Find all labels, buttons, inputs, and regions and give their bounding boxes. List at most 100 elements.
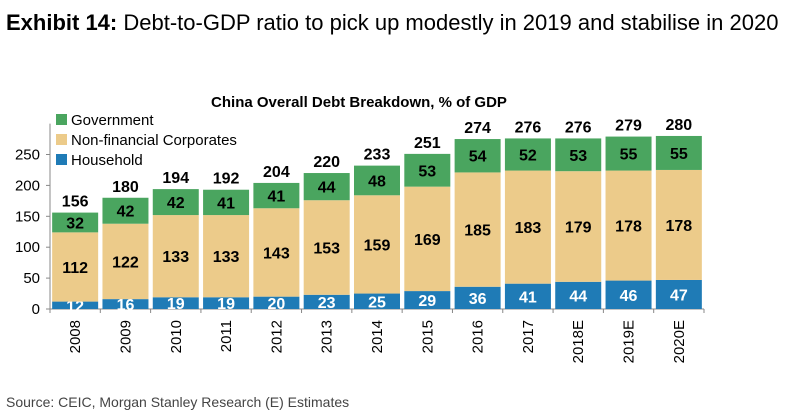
bar-segment <box>605 136 652 171</box>
data-label: 46 <box>620 288 638 305</box>
total-label: 279 <box>615 118 642 135</box>
y-tick-label: 200 <box>15 177 40 194</box>
exhibit-title: Exhibit 14: Debt-to-GDP ratio to pick up… <box>6 8 781 38</box>
data-label: 23 <box>318 295 336 312</box>
data-label: 41 <box>519 289 537 306</box>
x-tick-label: 2013 <box>319 320 336 353</box>
bar-segment <box>303 173 350 201</box>
exhibit-heading: Debt-to-GDP ratio to pick up modestly in… <box>123 10 779 35</box>
data-label: 178 <box>615 219 642 236</box>
data-label: 44 <box>318 180 336 197</box>
data-label: 183 <box>515 220 542 237</box>
data-label: 55 <box>670 146 688 163</box>
bar-segment <box>354 293 400 309</box>
data-label: 122 <box>112 254 139 271</box>
bar-segment <box>253 208 300 297</box>
bar-segment <box>253 296 300 309</box>
bar-segment <box>354 165 400 196</box>
data-label: 16 <box>117 297 135 314</box>
y-tick-label: 150 <box>15 208 40 225</box>
bar-segment <box>454 286 501 309</box>
bar-segment <box>605 280 652 309</box>
data-label: 143 <box>263 245 290 262</box>
data-label: 32 <box>66 215 84 232</box>
total-label: 233 <box>364 147 391 164</box>
data-label: 53 <box>418 163 436 180</box>
total-label: 276 <box>565 119 592 136</box>
data-label: 41 <box>217 195 235 212</box>
bar-segment <box>253 182 300 209</box>
data-label: 178 <box>665 218 692 235</box>
data-label: 153 <box>313 241 340 258</box>
x-tick-label: 2011 <box>218 320 235 352</box>
data-label: 48 <box>368 173 386 190</box>
x-tick-label: 2014 <box>369 320 386 353</box>
total-label: 274 <box>464 120 491 137</box>
bar-segment <box>52 232 99 302</box>
bar-segment <box>655 135 702 170</box>
data-label: 36 <box>469 291 487 308</box>
bar-segment <box>504 138 551 171</box>
x-tick-label: 2017 <box>520 320 537 353</box>
chart-title: China Overall Debt Breakdown, % of GDP <box>211 94 507 111</box>
x-tick-label: 2015 <box>419 320 436 353</box>
y-tick-label: 50 <box>23 270 40 287</box>
source-note: Source: CEIC, Morgan Stanley Research (E… <box>6 394 350 410</box>
total-label: 156 <box>62 194 89 211</box>
data-label: 169 <box>414 232 441 249</box>
total-label: 180 <box>112 179 139 196</box>
bar-segment <box>203 189 250 216</box>
data-label: 179 <box>565 219 592 236</box>
bar-segment <box>152 215 199 298</box>
bar-segment <box>102 223 149 300</box>
x-tick-label: 2008 <box>67 320 84 353</box>
bar-segment <box>152 189 199 216</box>
bar-segment <box>152 297 199 309</box>
data-label: 53 <box>569 148 587 165</box>
bar-segment <box>303 294 350 309</box>
legend-label: Government <box>71 112 154 129</box>
data-label: 12 <box>66 298 84 315</box>
bar-segment <box>354 195 400 294</box>
x-tick-label: 2012 <box>268 320 285 353</box>
legend-label: Household <box>71 152 143 169</box>
bar-segment <box>504 283 551 309</box>
bar-segment <box>404 291 451 309</box>
legend-swatch <box>56 134 67 145</box>
bar-segment <box>203 215 250 298</box>
data-label: 112 <box>62 260 88 277</box>
data-label: 159 <box>364 237 391 254</box>
bar-segment <box>555 171 602 282</box>
legend-label: Non-financial Corporates <box>71 132 237 149</box>
bar-segment <box>203 297 250 309</box>
total-label: 251 <box>414 135 441 152</box>
bar-segment <box>555 138 602 172</box>
data-label: 133 <box>213 249 240 266</box>
bar-segment <box>454 139 501 173</box>
total-label: 204 <box>263 164 290 181</box>
total-label: 276 <box>515 119 542 136</box>
data-label: 47 <box>670 287 688 304</box>
bar-segment <box>52 212 99 233</box>
bar-segment <box>303 200 350 295</box>
data-label: 29 <box>418 293 436 310</box>
bar-segment <box>655 169 702 280</box>
bar-segment <box>605 170 652 281</box>
bar-segment <box>655 279 702 309</box>
bar-segment <box>555 281 602 309</box>
data-label: 44 <box>569 288 587 305</box>
x-tick-label: 2009 <box>117 320 134 353</box>
data-label: 25 <box>368 294 386 311</box>
bar-segment <box>102 299 149 309</box>
data-label: 52 <box>519 148 537 165</box>
y-tick-label: 0 <box>32 301 40 318</box>
total-label: 192 <box>213 171 240 188</box>
data-label: 42 <box>167 195 185 212</box>
bar-segment <box>504 170 551 284</box>
total-label: 220 <box>313 154 340 171</box>
y-tick-label: 250 <box>15 147 40 164</box>
bar-segment <box>404 186 451 292</box>
legend-swatch <box>56 154 67 165</box>
bar-segment <box>404 153 451 187</box>
